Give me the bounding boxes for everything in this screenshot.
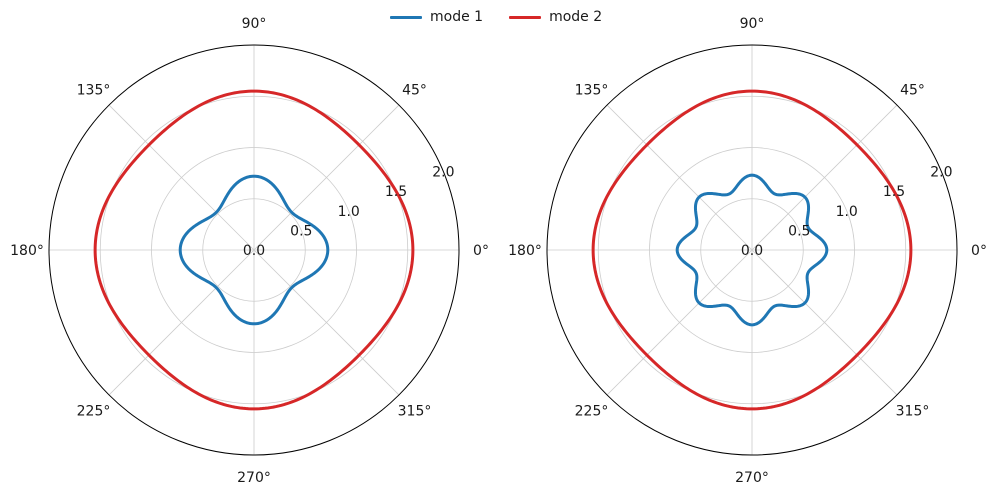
r-tick-label: 0.5 — [290, 223, 312, 239]
legend-item-mode-1: mode 1 — [390, 9, 483, 25]
r-tick-label: 1.0 — [836, 204, 858, 220]
legend: mode 1 mode 2 — [390, 9, 602, 25]
theta-grid-line — [253, 249, 400, 396]
theta-tick-label: 90° — [740, 16, 765, 32]
polar-frame — [48, 44, 460, 456]
r-tick-label: 1.5 — [385, 184, 407, 200]
legend-label-mode-2: mode 2 — [549, 9, 603, 25]
series-line-mode-2 — [93, 89, 415, 411]
r-tick-label: 0.0 — [243, 243, 265, 259]
theta-grid-line — [606, 249, 753, 396]
legend-swatch-mode-2 — [509, 15, 542, 19]
r-tick-label: 0.0 — [741, 243, 763, 259]
theta-grid-line — [253, 104, 400, 251]
theta-tick-label: 270° — [735, 470, 769, 486]
theta-tick-label: 270° — [237, 470, 271, 486]
theta-tick-label: 0° — [473, 243, 489, 259]
theta-tick-label: 180° — [508, 243, 542, 259]
polar-chart-right: 0.0 0.5 1.0 1.5 2.0 0° 45° 90° 135° 180° 225° 270° 3… — [508, 16, 987, 486]
theta-grid-line — [751, 249, 898, 396]
series-line-mode-1 — [178, 174, 330, 326]
r-tick-label: 2.0 — [432, 165, 454, 181]
r-tick-label: 1.0 — [338, 204, 360, 220]
r-tick-label: 2.0 — [930, 165, 952, 181]
theta-tick-label: 45° — [900, 83, 925, 99]
theta-tick-label: 315° — [398, 404, 432, 420]
r-tick-label: 1.5 — [883, 184, 905, 200]
legend-item-mode-2: mode 2 — [509, 9, 602, 25]
theta-tick-label: 90° — [242, 16, 267, 32]
theta-tick-label: 0° — [971, 243, 987, 259]
theta-tick-label: 135° — [575, 83, 609, 99]
theta-tick-label: 315° — [896, 404, 930, 420]
theta-tick-label: 180° — [10, 243, 44, 259]
legend-label-mode-1: mode 1 — [430, 9, 484, 25]
theta-grid-line — [108, 104, 255, 251]
legend-swatch-mode-1 — [390, 15, 422, 19]
series-line-mode-2 — [591, 89, 913, 411]
polar-frame — [546, 44, 958, 456]
theta-tick-label: 225° — [77, 404, 111, 420]
theta-tick-label: 135° — [77, 83, 111, 99]
theta-tick-label: 45° — [402, 83, 427, 99]
theta-grid-line — [751, 104, 898, 251]
series-line-mode-1 — [675, 173, 829, 327]
r-tick-label: 0.5 — [788, 223, 810, 239]
theta-grid-line — [108, 249, 255, 396]
polar-chart-left: 0.0 0.5 1.0 1.5 2.0 0° 45° 90° 135° 180° 225° 270° 3… — [10, 16, 489, 486]
theta-grid-line — [606, 104, 753, 251]
theta-tick-label: 225° — [575, 404, 609, 420]
